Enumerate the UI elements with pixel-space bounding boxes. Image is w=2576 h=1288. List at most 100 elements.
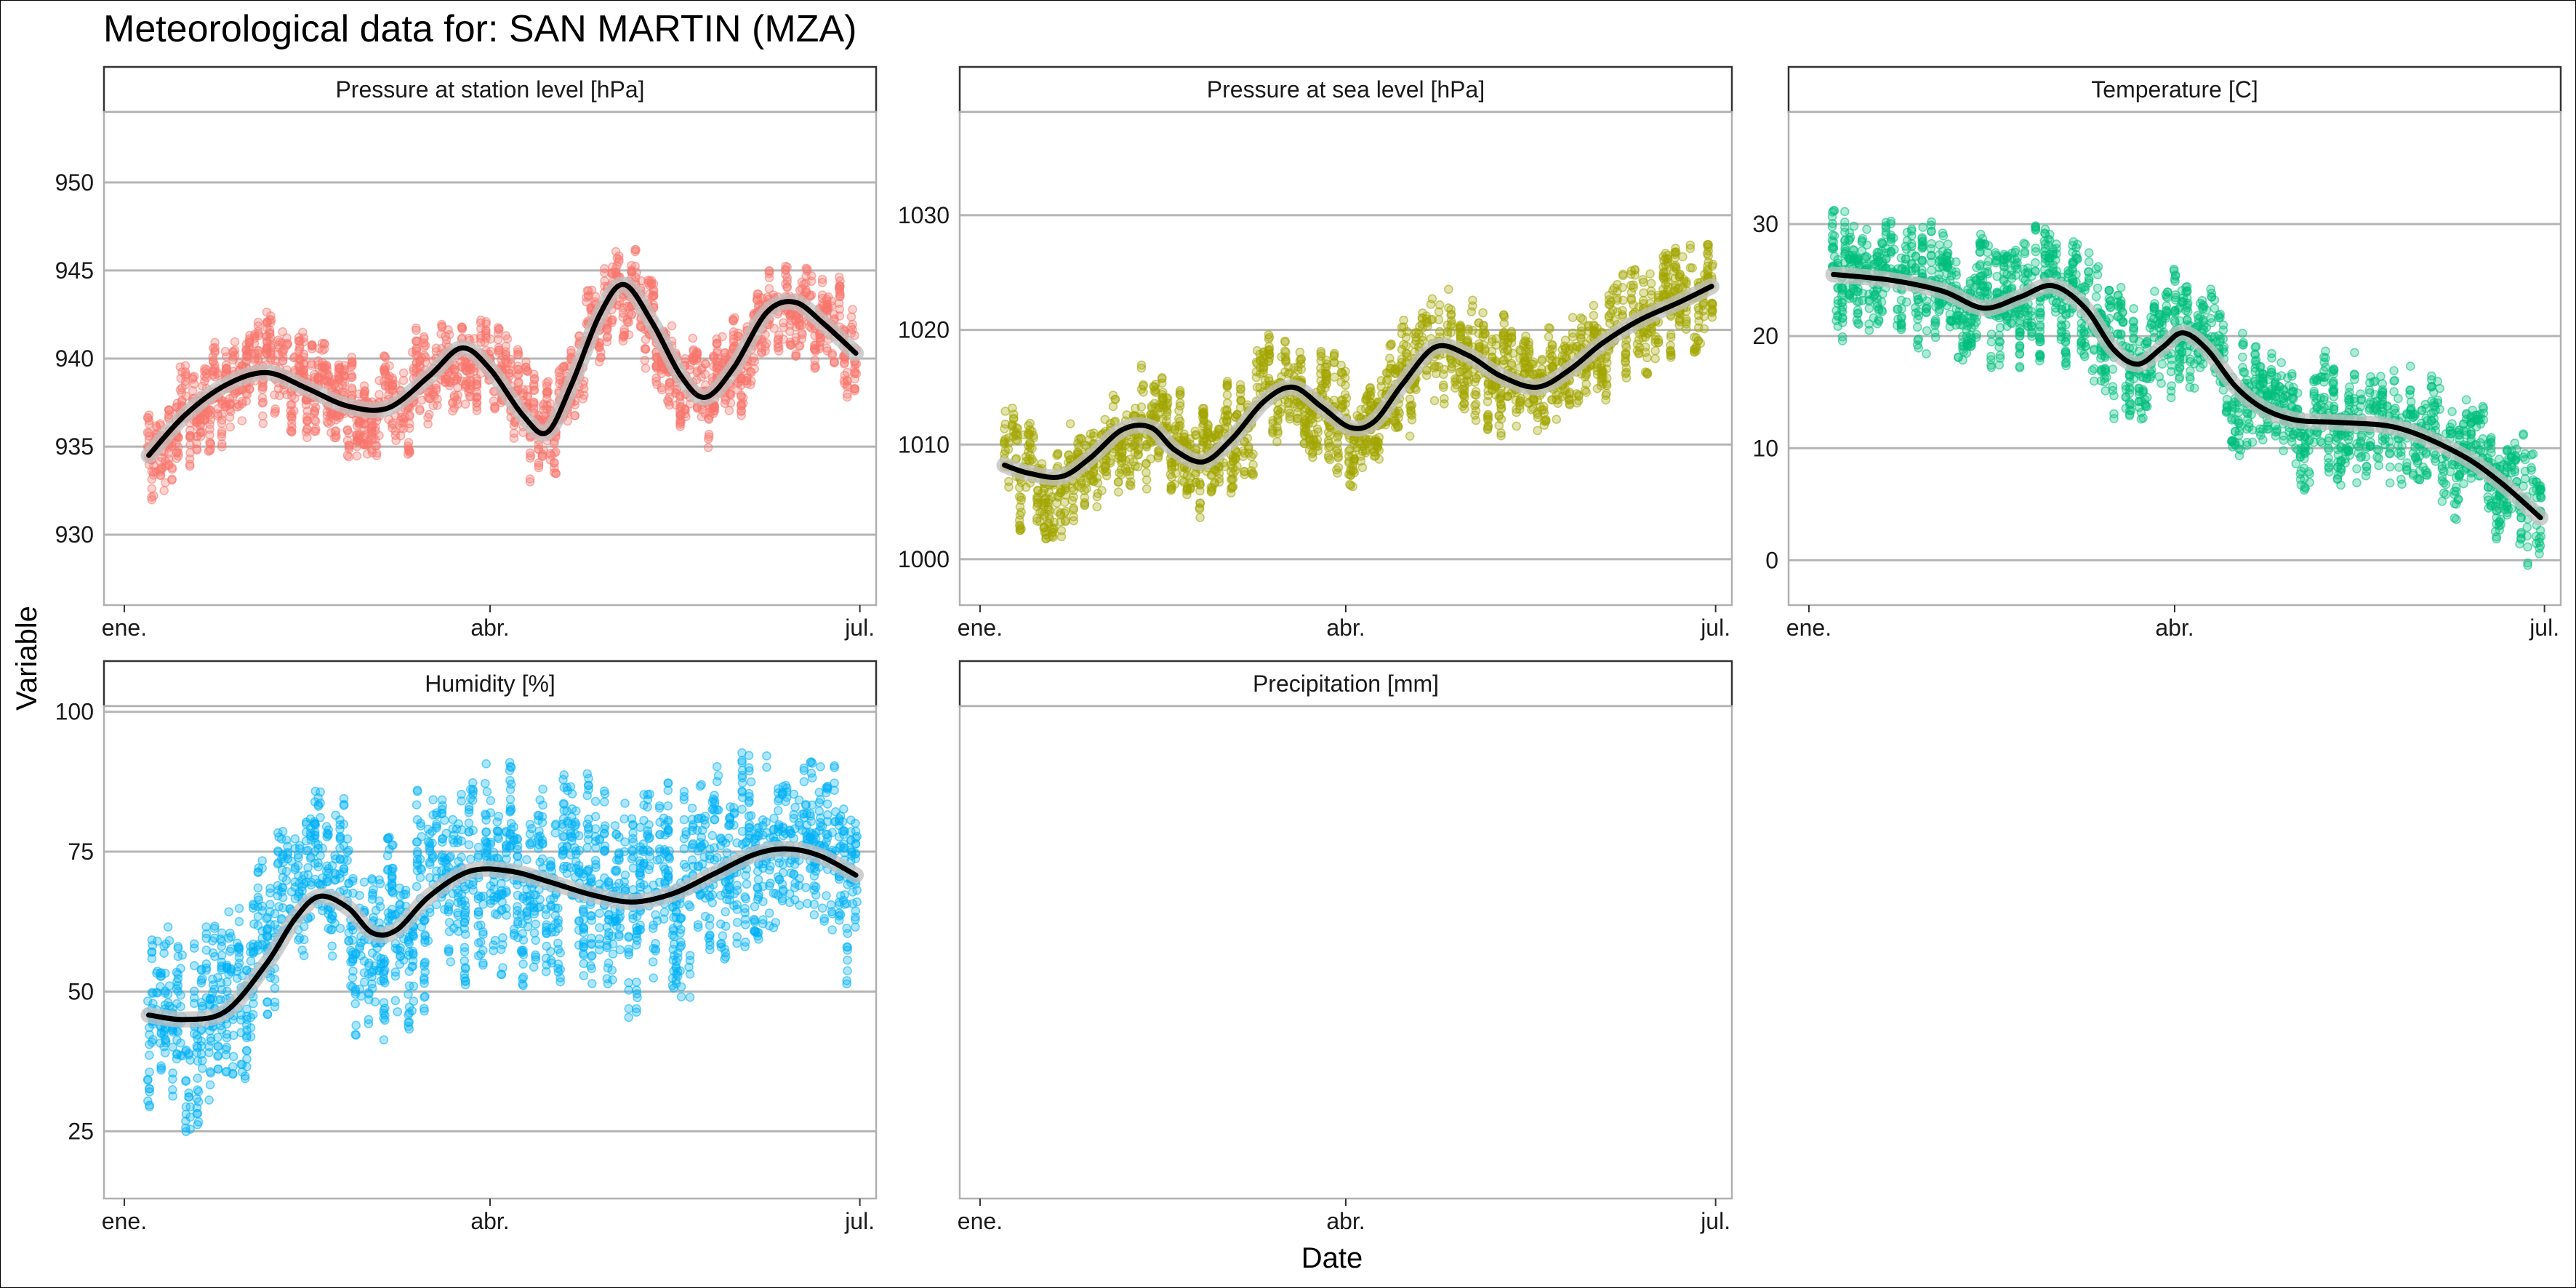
data-point (1439, 369, 1448, 380)
data-point (1333, 453, 1343, 463)
data-point (385, 361, 394, 371)
data-point (1478, 332, 1488, 342)
data-point (472, 406, 482, 415)
facet-title: Pressure at sea level [hPa] (1207, 76, 1485, 103)
data-point (1494, 420, 1504, 431)
data-point (322, 364, 332, 375)
data-point (1638, 275, 1648, 284)
data-point (1214, 477, 1224, 487)
data-point (1264, 334, 1274, 344)
data-point (453, 391, 462, 400)
data-point (1681, 324, 1691, 335)
data-point (283, 339, 292, 349)
data-point (1264, 346, 1274, 356)
data-point (846, 312, 856, 322)
data-point (1067, 495, 1078, 505)
data-point (1015, 510, 1025, 520)
data-point (1402, 327, 1412, 337)
data-point (1381, 376, 1392, 386)
data-point (835, 304, 845, 314)
data-point (1829, 206, 1839, 215)
data-point (501, 331, 511, 340)
data-point (180, 380, 190, 390)
data-point (627, 310, 637, 320)
data-point (380, 351, 390, 361)
data-point (594, 343, 604, 352)
data-point (791, 351, 801, 361)
facet-title: Temperature [C] (2091, 76, 2258, 103)
data-point (1027, 426, 1037, 436)
data-point (1004, 482, 1014, 492)
data-point (172, 439, 181, 449)
data-point (197, 381, 207, 391)
data-point (703, 442, 713, 452)
data-point (1642, 369, 1653, 379)
data-point (1393, 420, 1403, 431)
data-point (1175, 398, 1185, 408)
data-point (156, 419, 165, 428)
data-point (797, 328, 807, 338)
data-point (1320, 362, 1330, 372)
data-point (1496, 428, 1506, 438)
data-point (1459, 390, 1469, 400)
data-point (640, 356, 650, 365)
data-point (630, 244, 641, 255)
data-point (1320, 377, 1330, 388)
data-point (614, 251, 624, 261)
data-point (1528, 359, 1538, 369)
data-point (245, 384, 254, 394)
data-point (773, 343, 783, 353)
panel-pressure-at-station-level: Pressure at station level [hPa]930935940… (55, 65, 878, 641)
data-point (143, 413, 153, 423)
data-point (662, 396, 673, 406)
data-point (736, 391, 746, 400)
data-point (851, 369, 862, 379)
data-point (1273, 416, 1283, 426)
data-point (1429, 396, 1440, 406)
data-point (1440, 399, 1449, 409)
data-point (1421, 370, 1432, 380)
data-point (737, 407, 746, 417)
data-point (1702, 240, 1712, 249)
y-tick-label: 0 (1765, 547, 1778, 573)
data-point (1690, 347, 1699, 357)
data-point (1080, 500, 1090, 511)
data-point (228, 352, 238, 362)
data-point (433, 400, 442, 410)
data-point (319, 338, 329, 348)
data-point (1174, 406, 1184, 416)
data-point (657, 383, 667, 393)
data-point (310, 402, 321, 412)
data-point (1333, 468, 1342, 478)
data-point (147, 474, 157, 484)
data-point (1348, 450, 1357, 460)
data-point (225, 404, 235, 414)
data-point (265, 332, 276, 343)
data-point (1248, 460, 1258, 470)
data-point (1222, 415, 1232, 425)
data-point (1105, 458, 1115, 468)
data-point (1696, 338, 1706, 348)
data-point (1133, 449, 1144, 460)
data-point (1048, 524, 1058, 534)
data-point (1707, 306, 1717, 316)
data-point (641, 363, 651, 373)
data-point (424, 409, 434, 420)
panels-layer: Pressure at station level [hPa]930935940… (55, 65, 2562, 1234)
data-point (1027, 455, 1037, 465)
data-point (486, 334, 496, 344)
data-point (286, 418, 297, 428)
data-point (1340, 373, 1350, 383)
data-point (1494, 410, 1504, 420)
data-point (1316, 346, 1326, 356)
data-point (1618, 269, 1628, 279)
data-point (1136, 360, 1147, 370)
data-point (1222, 379, 1232, 388)
data-point (1365, 383, 1375, 393)
y-tick-label: 935 (55, 433, 94, 460)
data-point (632, 268, 641, 278)
data-point (848, 305, 857, 314)
data-point (1661, 267, 1671, 277)
data-point (1003, 444, 1014, 455)
